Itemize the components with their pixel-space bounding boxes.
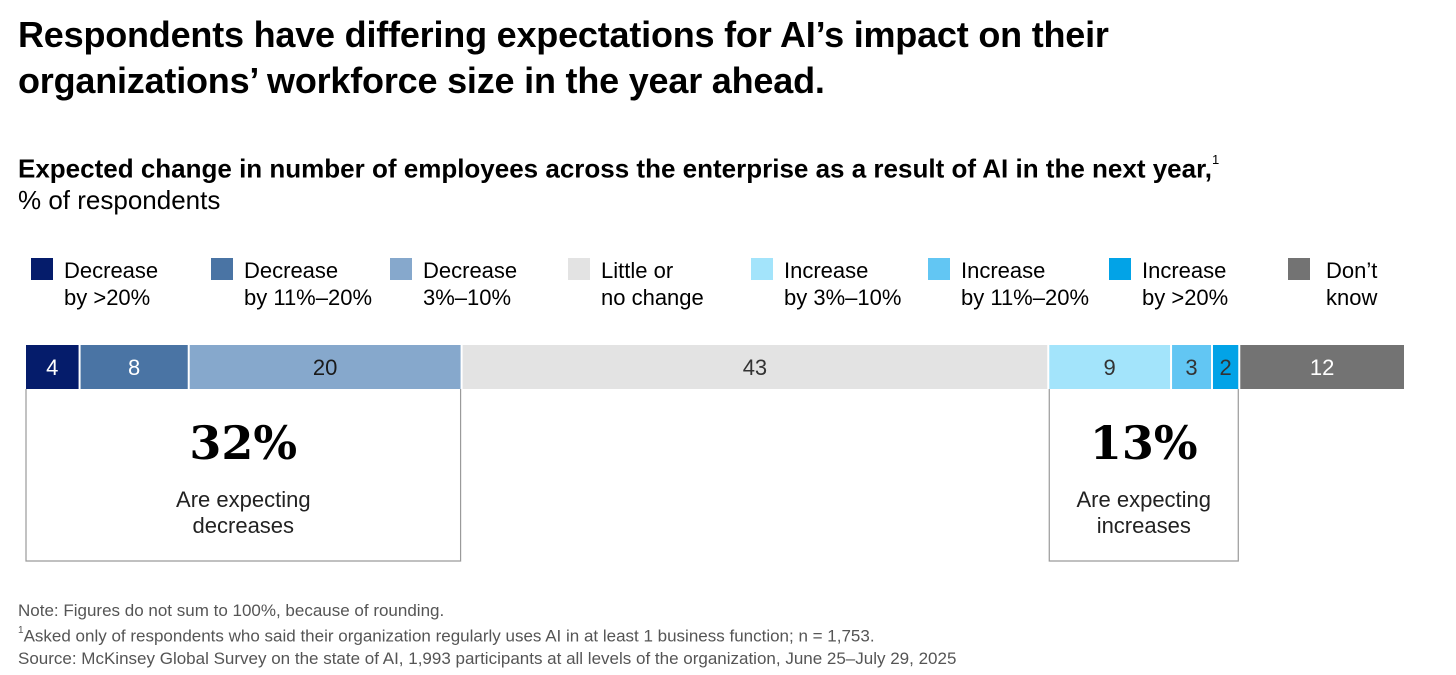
legend-label: Don’t know xyxy=(1326,258,1378,310)
source-text: Source: McKinsey Global Survey on the st… xyxy=(18,648,957,668)
bar-segment-5 xyxy=(1049,345,1171,389)
bar-segment-1 xyxy=(26,345,79,389)
bar-value-label-5: 9 xyxy=(1104,355,1116,380)
subtitle-footnote-marker: 1 xyxy=(1212,152,1220,167)
bar-segment-3 xyxy=(189,345,461,389)
bar-value-label-2: 8 xyxy=(128,355,140,380)
legend-label: Little or no change xyxy=(601,258,704,310)
legend-swatch xyxy=(928,258,950,280)
legend-label: Decrease by >20% xyxy=(64,258,159,310)
annotation-caption: decreases xyxy=(193,513,295,538)
legend-swatch xyxy=(31,258,53,280)
legend-swatch xyxy=(568,258,590,280)
legend-swatch xyxy=(1109,258,1131,280)
footnote-line: 1Asked only of respondents who said thei… xyxy=(18,622,956,648)
bar-value-label-1: 4 xyxy=(46,355,58,380)
footnote-text: Asked only of respondents who said their… xyxy=(23,626,875,646)
subtitle-text: Expected change in number of employees a… xyxy=(18,153,1212,184)
annotation-bracket xyxy=(25,389,462,562)
annotation-value: 13% xyxy=(1090,416,1198,470)
bar-value-label-6: 3 xyxy=(1185,355,1197,380)
chart-title: Respondents have differing expectations … xyxy=(18,14,1109,101)
bar-value-label-4: 43 xyxy=(743,355,767,380)
legend-swatch xyxy=(751,258,773,280)
bar-segment-6 xyxy=(1172,345,1211,389)
legend-swatch xyxy=(1288,258,1310,280)
note-text: Note: Figures do not sum to 100%, becaus… xyxy=(18,601,445,620)
legend-label: Increase by 11%–20% xyxy=(961,258,1090,310)
bar-segment-7 xyxy=(1212,345,1239,389)
annotation-value: 32% xyxy=(189,416,297,470)
bar-segment-4 xyxy=(462,345,1048,389)
legend-label: Decrease 3%–10% xyxy=(423,258,518,310)
notes: Note: Figures do not sum to 100%, becaus… xyxy=(18,600,956,670)
annotation-bracket xyxy=(1048,389,1239,562)
legend-label: Increase by 3%–10% xyxy=(784,258,902,310)
annotation-caption: Are expecting xyxy=(1077,487,1212,512)
annotation-caption: increases xyxy=(1097,513,1191,538)
footnote-marker: 1 xyxy=(18,625,24,636)
chart-subtitle: Expected change in number of employees a… xyxy=(18,146,1418,187)
legend-label: Increase by >20% xyxy=(1142,258,1229,310)
bar-segment-2 xyxy=(80,345,188,389)
legend-swatch xyxy=(211,258,233,280)
bar-segment-8 xyxy=(1240,345,1404,389)
legend-label: Decrease by 11%–20% xyxy=(244,258,373,310)
bar-value-label-3: 20 xyxy=(313,355,337,380)
legend-swatch xyxy=(390,258,412,280)
units-label: % of respondents xyxy=(18,185,221,215)
annotation-caption: Are expecting xyxy=(176,487,311,512)
bar-value-label-8: 12 xyxy=(1310,355,1334,380)
bar-value-label-7: 2 xyxy=(1220,355,1232,380)
